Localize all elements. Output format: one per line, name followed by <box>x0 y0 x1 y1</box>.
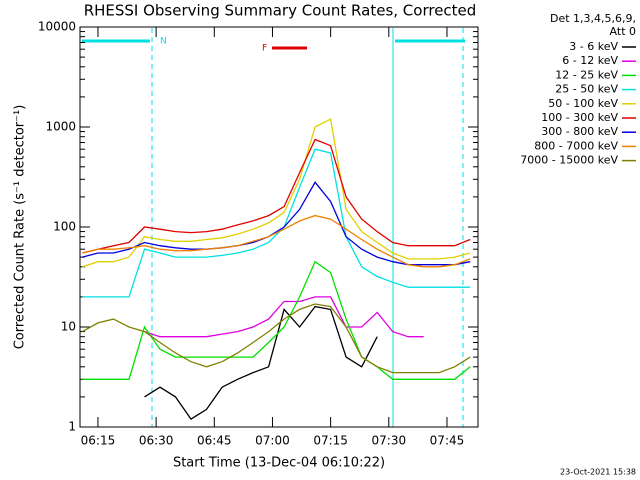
y-tick-label: 10 <box>61 320 76 334</box>
series-line <box>82 303 471 374</box>
legend-label: 100 - 300 keV <box>541 111 618 124</box>
series-line <box>82 118 471 268</box>
legend-label: 300 - 800 keV <box>541 125 618 138</box>
series-line <box>82 214 471 268</box>
legend-title: Att 0 <box>610 25 636 38</box>
legend-label: 7000 - 15000 keV <box>520 154 618 167</box>
x-tick-label: 07:15 <box>313 434 348 448</box>
series-line <box>82 181 471 266</box>
annotation: N <box>160 37 167 47</box>
x-tick-label: 06:45 <box>197 434 232 448</box>
y-axis-label: Corrected Count Rate (s⁻¹ detector⁻¹) <box>13 105 28 350</box>
y-tick-label: 10000 <box>38 20 76 34</box>
legend-label: 12 - 25 keV <box>555 68 618 81</box>
footer: 23-Oct-2021 15:38 <box>560 468 636 477</box>
x-axis-label: Start Time (13-Dec-04 06:10:22) <box>173 456 385 471</box>
legend-label: 800 - 7000 keV <box>534 139 618 152</box>
legend-label: 50 - 100 keV <box>548 97 618 110</box>
x-tick-label: 07:00 <box>255 434 290 448</box>
series-line <box>144 305 378 420</box>
x-tick-label: 07:30 <box>372 434 407 448</box>
x-tick-label: 06:15 <box>81 434 116 448</box>
x-tick-label: 06:30 <box>139 434 174 448</box>
series-line <box>82 138 471 254</box>
legend-label: 3 - 6 keV <box>569 40 618 53</box>
series-line <box>144 296 424 338</box>
y-tick-label: 1000 <box>45 120 76 134</box>
x-tick-label: 07:45 <box>430 434 465 448</box>
legend-title: Det 1,3,4,5,6,9, <box>550 12 636 25</box>
series-line <box>82 148 471 298</box>
y-tick-label: 1 <box>68 420 76 434</box>
y-tick-label: 100 <box>53 220 76 234</box>
legend-label: 25 - 50 keV <box>555 83 618 96</box>
chart-title: RHESSI Observing Summary Count Rates, Co… <box>84 2 477 20</box>
legend-label: 6 - 12 keV <box>562 54 618 67</box>
series-line <box>82 260 471 380</box>
annotation: F <box>262 44 267 54</box>
